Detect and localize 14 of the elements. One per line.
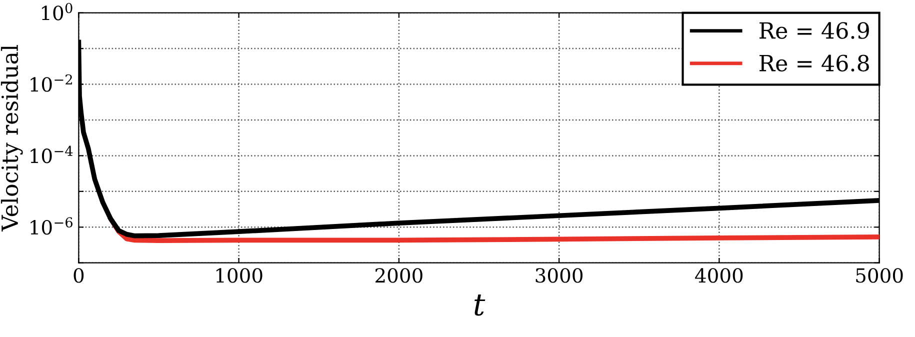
- legend-label: Re = 46.9: [760, 22, 869, 39]
- x-tick-label: 0: [74, 268, 84, 283]
- y-tick-label: 10$^{−2}$: [30, 74, 72, 92]
- y-axis-title: Velocity residual: [0, 45, 23, 232]
- y-tick-label: 10$^{0}$: [42, 2, 72, 20]
- x-tick-label: 3000: [536, 268, 583, 283]
- x-tick-label: 5000: [856, 268, 903, 283]
- x-tick-label: 4000: [695, 268, 743, 283]
- x-tick-label: 1000: [216, 268, 262, 283]
- legend-label: Re = 46.8: [760, 54, 869, 72]
- x-axis-title: t: [474, 294, 486, 316]
- y-tick-label: 10$^{−4}$: [30, 146, 73, 164]
- y-tick-label: 10$^{−6}$: [30, 217, 72, 235]
- x-tick-label: 2000: [376, 268, 422, 283]
